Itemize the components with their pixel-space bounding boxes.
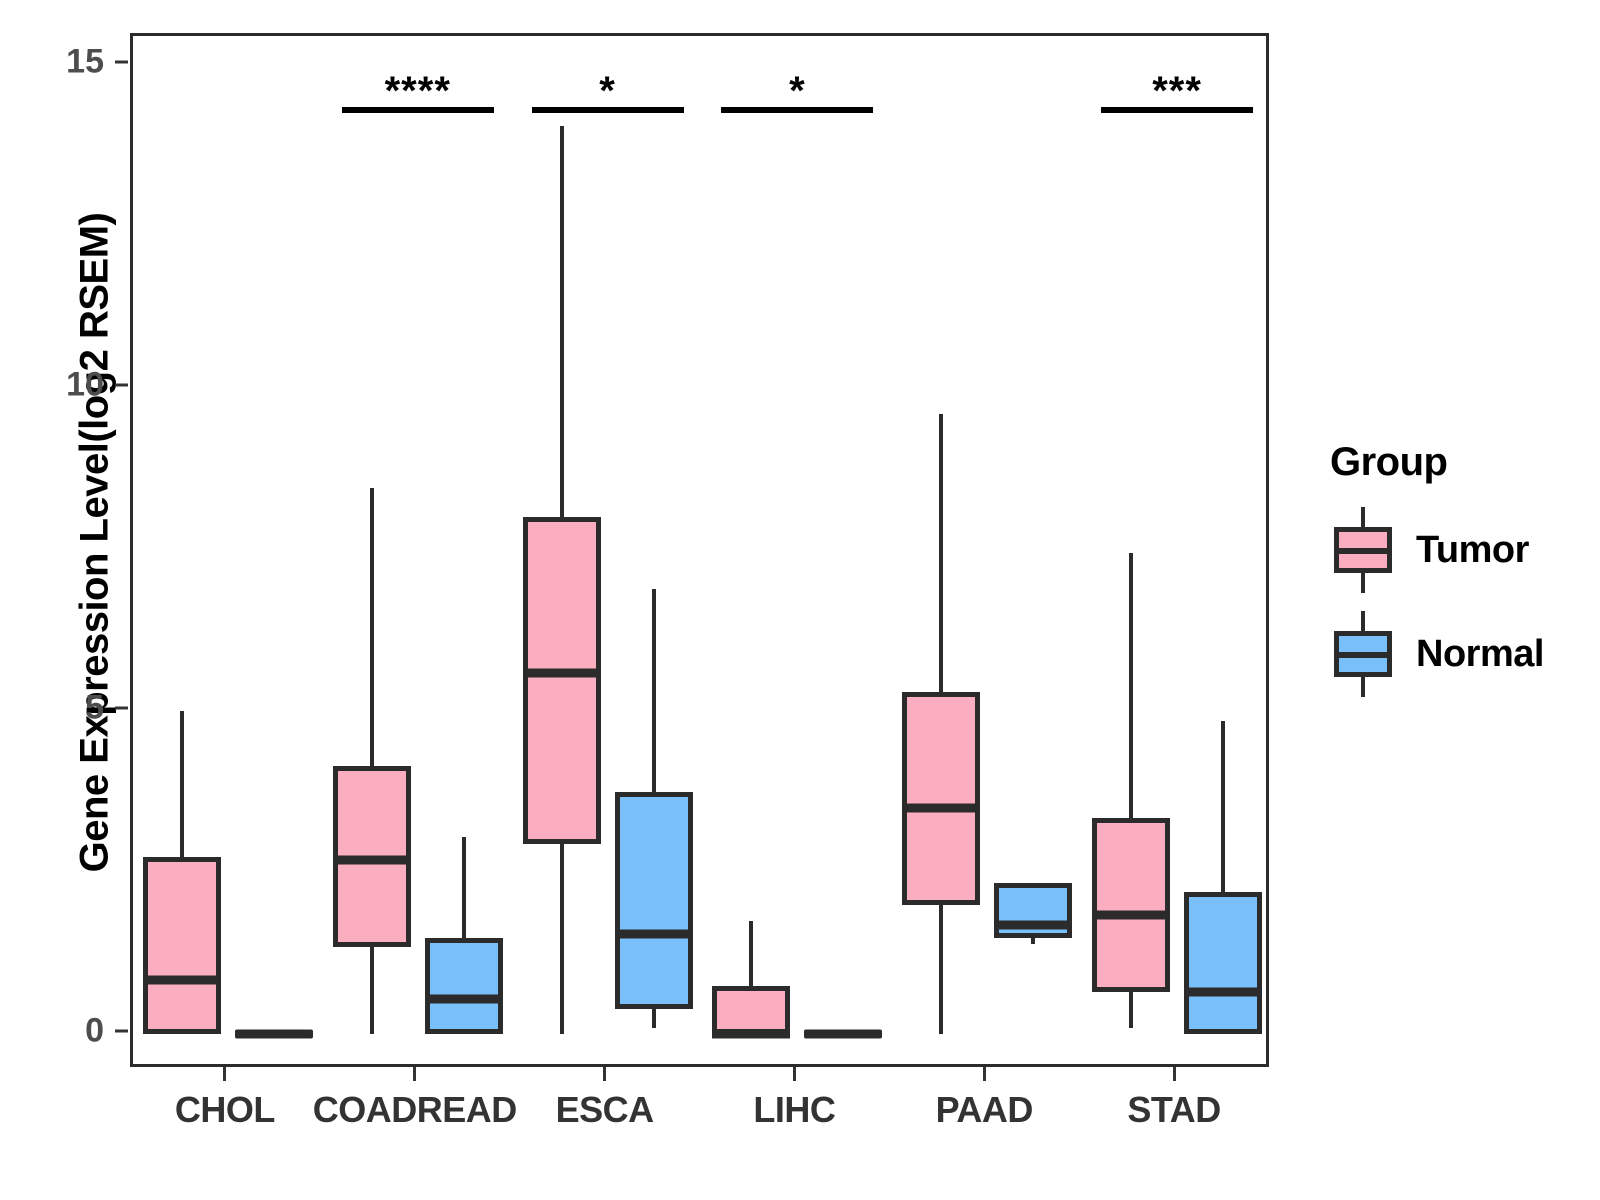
plot-area: **** * * *** (133, 36, 1266, 1064)
median-line (142, 975, 221, 985)
y-axis-tick-mark (115, 383, 128, 387)
significance-bar-lihc (721, 107, 874, 114)
box-flat-line (804, 1029, 883, 1039)
significance-label-lihc: * (789, 69, 806, 114)
boxplot-stad-tumor[interactable] (133, 36, 1266, 1064)
significance-label-esca: * (599, 69, 616, 114)
x-axis-tick-label-stad: STAD (1127, 1089, 1221, 1130)
median-line (424, 994, 503, 1004)
x-axis-tick-mark (982, 1067, 986, 1081)
median-line (902, 803, 981, 813)
box-rect (902, 691, 981, 906)
boxplot-chol-normal[interactable] (133, 36, 1266, 1064)
whisker-upper (461, 837, 466, 938)
significance-label-stad: *** (1152, 69, 1202, 114)
whisker-upper (1129, 553, 1134, 818)
significance-bar-coadread (341, 107, 494, 114)
y-axis-title: Gene Expression Level(log2 RSEM) (72, 212, 117, 873)
plot-panel: **** * * *** (130, 33, 1269, 1067)
boxplot-paad-tumor[interactable] (133, 36, 1266, 1064)
median-line (1092, 910, 1171, 920)
box-rect (522, 517, 601, 844)
box-rect (142, 856, 221, 1035)
box-rect (614, 792, 693, 1009)
legend: Group Tumor Normal (1330, 440, 1590, 715)
box-rect (424, 937, 503, 1035)
legend-item-tumor[interactable]: Tumor (1330, 507, 1590, 593)
whisker-lower (939, 905, 944, 1035)
boxplot-paad-normal[interactable] (133, 36, 1266, 1064)
boxplot-stad-normal[interactable] (133, 36, 1266, 1064)
boxplot-chol-tumor[interactable] (133, 36, 1266, 1064)
box-flat-line (234, 1029, 313, 1039)
x-axis-tick-mark (223, 1067, 227, 1081)
boxplot-coadread-normal[interactable] (133, 36, 1266, 1064)
y-axis-tick-label: 10 (66, 365, 104, 404)
x-axis-tick-label-paad: PAAD (935, 1089, 1034, 1130)
whisker-upper (939, 414, 944, 692)
y-axis-tick-mark (115, 1029, 128, 1033)
significance-label-coadread: **** (384, 69, 451, 114)
box-rect (1184, 892, 1263, 1035)
whisker-upper (651, 588, 656, 793)
y-axis-tick-label: 15 (66, 42, 104, 81)
legend-swatch-normal (1330, 611, 1396, 697)
x-axis-tick-label-chol: CHOL (174, 1089, 276, 1130)
legend-swatch-tumor (1330, 507, 1396, 593)
legend-title: Group (1330, 440, 1448, 484)
x-axis-tick-mark (413, 1067, 417, 1081)
whisker-upper (559, 126, 564, 518)
x-axis-tick-label-lihc: LIHC (753, 1089, 836, 1130)
median-line (994, 920, 1073, 930)
median-line (712, 1029, 791, 1039)
y-axis-tick-mark (115, 60, 128, 64)
median-line (522, 668, 601, 678)
y-axis-tick-label: 5 (85, 688, 104, 727)
median-line (1184, 987, 1263, 997)
whisker-upper (369, 488, 374, 767)
whisker-upper (1221, 721, 1226, 893)
significance-bar-stad (1101, 107, 1254, 114)
median-line (614, 929, 693, 939)
median-line (332, 855, 411, 865)
boxplot-lihc-normal[interactable] (133, 36, 1266, 1064)
x-axis-tick-mark (603, 1067, 607, 1081)
legend-label-normal: Normal (1416, 632, 1544, 675)
legend-label-tumor: Tumor (1416, 528, 1529, 571)
y-axis-tick-mark (115, 706, 128, 710)
boxplot-lihc-tumor[interactable] (133, 36, 1266, 1064)
legend-item-normal[interactable]: Normal (1330, 611, 1590, 697)
x-axis-tick-mark (792, 1067, 796, 1081)
whisker-upper (179, 711, 184, 857)
boxplot-coadread-tumor[interactable] (133, 36, 1266, 1064)
whisker-lower (559, 843, 564, 1035)
whisker-upper (749, 921, 754, 986)
whisker-lower (1031, 937, 1036, 944)
x-axis-tick-mark (1172, 1067, 1176, 1081)
x-axis-tick-label-esca: ESCA (555, 1089, 655, 1130)
whisker-lower (1129, 992, 1134, 1028)
whisker-lower (369, 947, 374, 1035)
boxplot-esca-normal[interactable] (133, 36, 1266, 1064)
y-axis-tick-label: 0 (85, 1011, 104, 1050)
whisker-lower (651, 1008, 656, 1028)
significance-bar-esca (531, 107, 684, 114)
boxplot-esca-tumor[interactable] (133, 36, 1266, 1064)
box-rect (1092, 817, 1171, 993)
x-axis-tick-label-coadread: COADREAD (312, 1089, 518, 1130)
